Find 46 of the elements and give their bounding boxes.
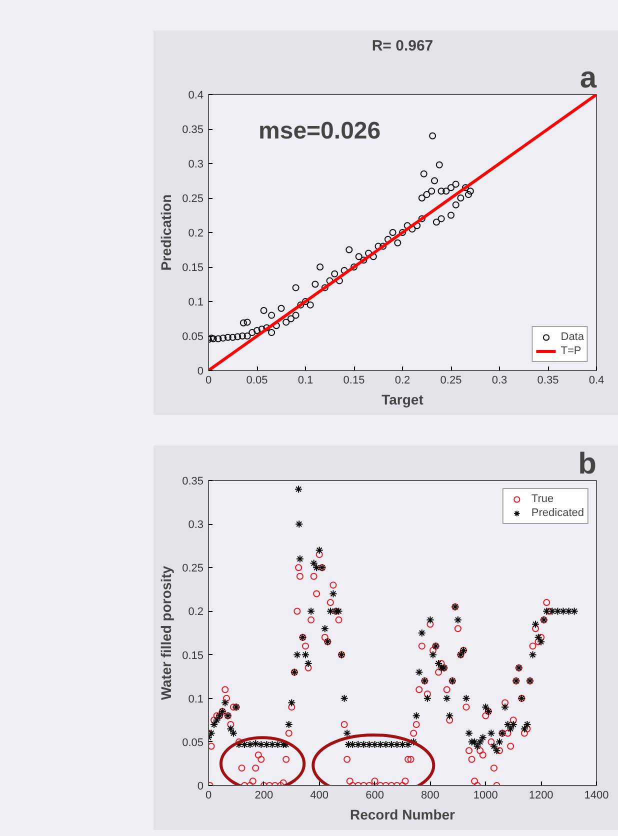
x-tick-label: 0.35: [537, 374, 559, 386]
legend-label: True: [531, 492, 554, 506]
y-axis-title: Water filled porosity: [158, 566, 174, 700]
x-tick-label: 0.15: [343, 374, 365, 386]
y-axis-title: Predication: [158, 194, 174, 271]
y-tick-label: 0.35: [182, 124, 204, 136]
x-tick-label: 0.25: [440, 374, 462, 386]
x-tick-label: 400: [310, 790, 329, 802]
y-tick-label: 0.05: [182, 736, 204, 749]
x-axis-title: Record Number: [350, 806, 456, 822]
annotation: mse=0.026: [258, 118, 381, 145]
y-tick-label: 0: [197, 366, 204, 378]
legend-label: Predicated: [531, 506, 584, 520]
y-tick-label: 0.35: [182, 476, 204, 488]
x-tick-label: 1200: [528, 790, 554, 802]
legend-label: T=P: [560, 344, 582, 358]
chart-title: R= 0.967: [372, 38, 434, 54]
y-tick-label: 0.25: [182, 193, 204, 205]
y-tick-label: 0.1: [188, 693, 204, 706]
x-tick-label: 1400: [584, 790, 609, 802]
text: a: [580, 62, 597, 94]
y-tick-label: 0.15: [182, 650, 204, 662]
y-tick-label: 0: [197, 780, 204, 792]
x-tick-label: 1000: [473, 790, 498, 802]
x-tick-label: 0.4: [588, 374, 604, 386]
x-tick-label: 0: [205, 374, 212, 386]
x-tick-label: 800: [421, 790, 440, 802]
y-tick-label: 0.2: [188, 228, 204, 240]
text: b: [578, 448, 597, 480]
x-tick-label: 0.05: [246, 374, 268, 386]
x-tick-label: 0: [205, 790, 212, 802]
y-tick-label: 0.25: [182, 562, 204, 575]
y-tick-label: 0.1: [188, 296, 204, 308]
x-tick-label: 0.2: [394, 374, 410, 386]
y-tick-label: 0.3: [188, 158, 204, 170]
y-tick-label: 0.2: [188, 606, 204, 618]
y-tick-label: 0.4: [188, 90, 204, 102]
y-tick-label: 0.3: [188, 519, 204, 532]
x-tick-label: 0.1: [298, 374, 314, 386]
x-tick-label: 200: [254, 790, 274, 802]
x-tick-label: 0.3: [492, 374, 508, 386]
x-axis-title: Target: [382, 392, 424, 408]
legend-label: Data: [560, 330, 584, 344]
x-tick-label: 600: [366, 790, 384, 802]
y-tick-label: 0.15: [182, 262, 204, 274]
y-tick-label: 0.05: [182, 331, 204, 343]
